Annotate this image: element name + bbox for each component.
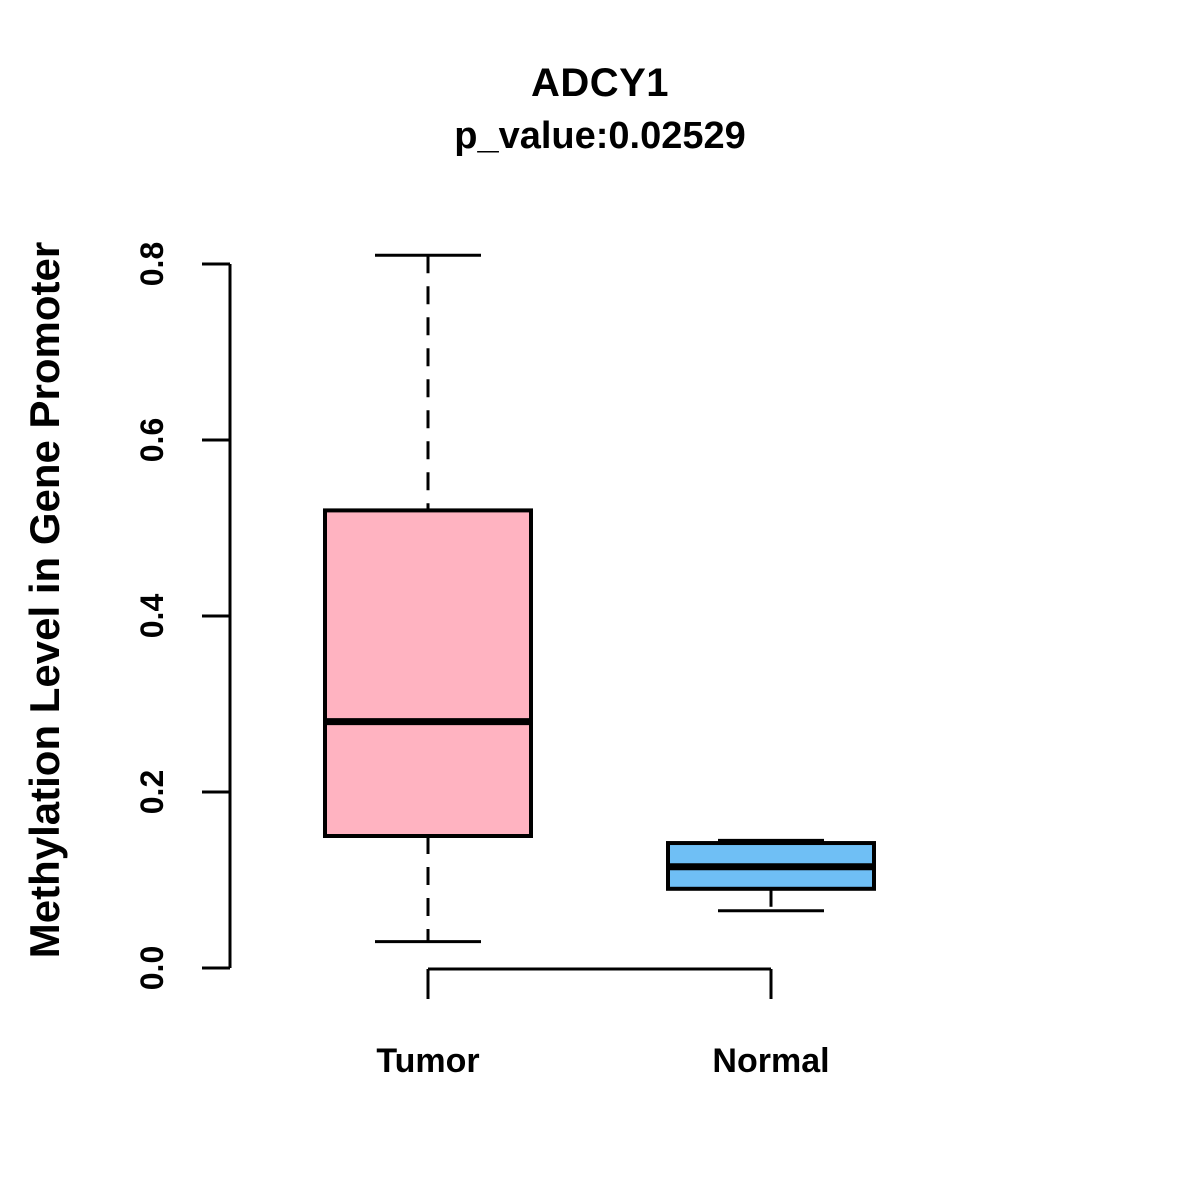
y-axis-tick-label: 0.6 xyxy=(134,418,170,462)
box-tumor xyxy=(323,508,533,838)
y-axis-tick-label: 0.8 xyxy=(134,242,170,286)
x-category-label-tumor: Tumor xyxy=(376,1042,479,1080)
y-axis-tick-label: 0.0 xyxy=(134,946,170,990)
x-category-label-normal: Normal xyxy=(712,1042,829,1080)
chart-title: ADCY1 xyxy=(530,61,670,105)
y-axis-tick-label: 0.2 xyxy=(134,770,170,814)
y-axis-tick-label: 0.4 xyxy=(134,594,170,639)
chart-subtitle: p_value:0.02529 xyxy=(454,115,746,157)
